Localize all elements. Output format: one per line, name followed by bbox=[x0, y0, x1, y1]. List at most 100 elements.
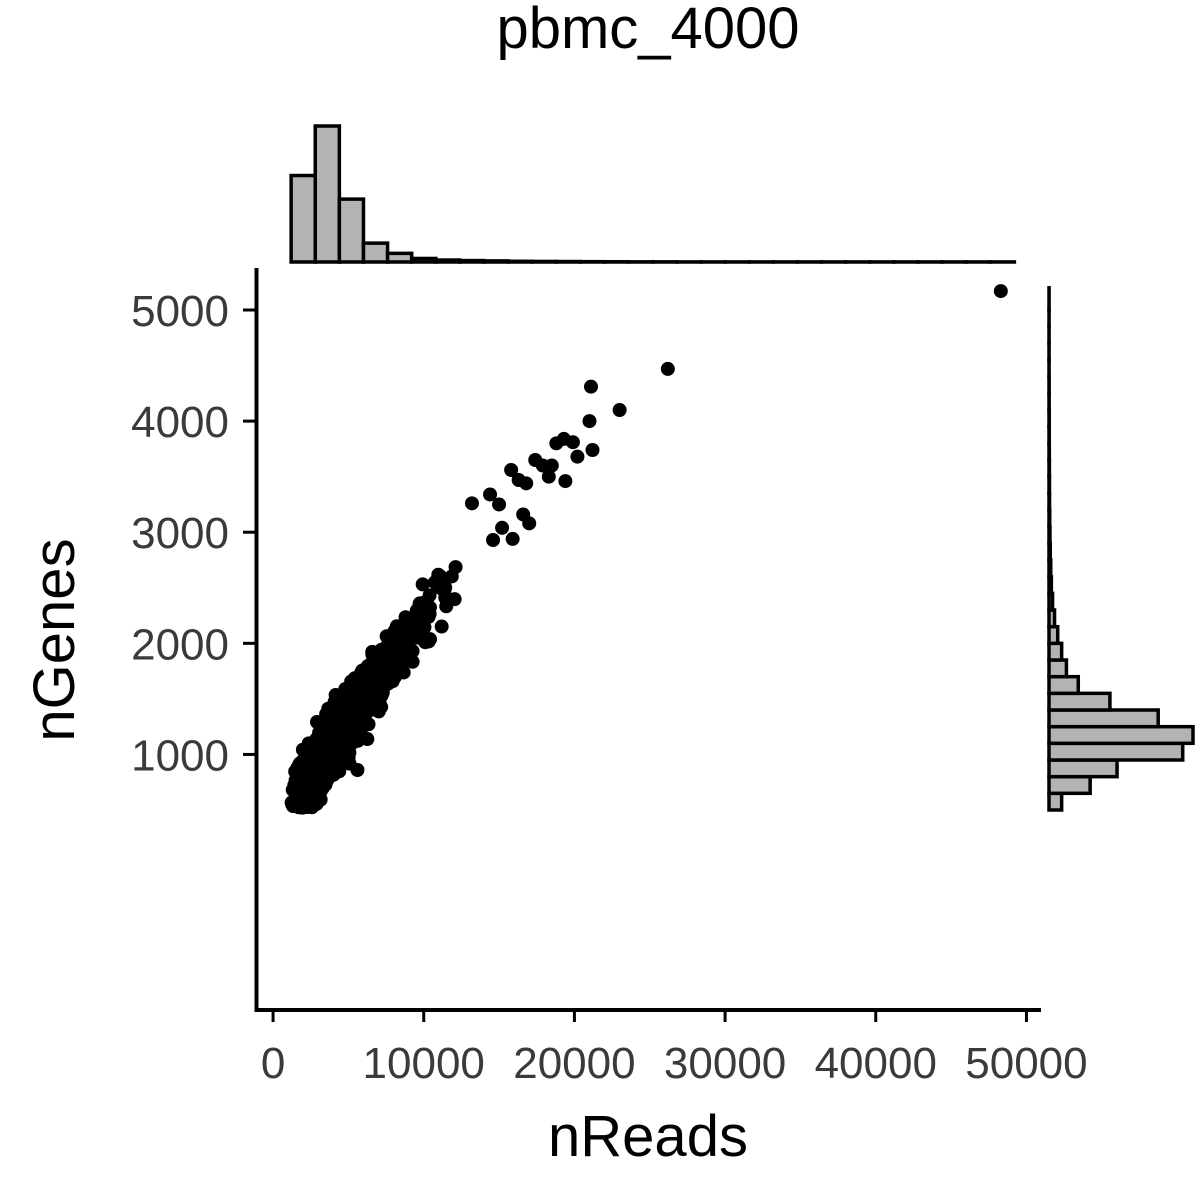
x-histogram-bar bbox=[337, 197, 366, 264]
y-tick-label: 4000 bbox=[131, 398, 229, 447]
chart-title: pbmc_4000 bbox=[496, 0, 799, 61]
scatter-point bbox=[585, 443, 600, 457]
scatter-point bbox=[309, 740, 324, 755]
x-histogram-bar bbox=[506, 259, 534, 264]
scatter-point bbox=[405, 654, 420, 669]
scatter-point bbox=[660, 361, 675, 376]
x-tick-label: 10000 bbox=[363, 1039, 485, 1088]
scatter-point bbox=[296, 777, 311, 792]
x-marginal-histogram bbox=[289, 124, 1017, 264]
y-histogram-bar bbox=[1047, 658, 1069, 679]
scatter-point bbox=[570, 449, 585, 464]
y-histogram-bar bbox=[1047, 608, 1057, 629]
x-tick-label: 50000 bbox=[965, 1039, 1087, 1088]
scatter-point bbox=[439, 599, 454, 614]
scatter-point bbox=[305, 761, 320, 776]
scatter-point bbox=[295, 742, 310, 757]
x-histogram-bar bbox=[458, 258, 486, 264]
y-tick-label: 2000 bbox=[131, 620, 229, 669]
x-histogram-bar bbox=[409, 256, 438, 264]
scatter-point bbox=[322, 759, 337, 774]
scatter-point bbox=[344, 700, 359, 715]
y-histogram-bar bbox=[1047, 541, 1053, 562]
scatter-point bbox=[332, 713, 347, 728]
scatter-point bbox=[522, 516, 537, 531]
scatter-point bbox=[505, 531, 520, 546]
scatter-point bbox=[504, 463, 519, 477]
scatter-point bbox=[434, 619, 449, 634]
scatter-point bbox=[492, 497, 507, 512]
x-axis-ticks: 0 10000 20000 30000 40000 50000 bbox=[261, 1010, 1088, 1088]
x-histogram-bar bbox=[434, 258, 462, 264]
scatter-point bbox=[423, 632, 438, 647]
scatter-point bbox=[558, 474, 573, 489]
scatter-point bbox=[612, 403, 627, 417]
y-histogram-bar bbox=[1047, 591, 1055, 612]
y-histogram-bar bbox=[1047, 791, 1064, 812]
scatter-point bbox=[541, 469, 556, 484]
y-histogram-bar bbox=[1047, 741, 1185, 762]
x-axis-title: nReads bbox=[548, 1104, 748, 1169]
scatter-point bbox=[393, 655, 408, 670]
scatter-point bbox=[296, 792, 311, 807]
scatter-point bbox=[410, 630, 425, 645]
y-histogram-bar bbox=[1047, 508, 1052, 529]
scatter-point bbox=[314, 725, 329, 740]
scatter-point bbox=[328, 727, 343, 742]
scatter-point bbox=[292, 759, 307, 774]
scatter-point bbox=[331, 746, 346, 761]
x-histogram-bar bbox=[289, 173, 318, 264]
scatter-point bbox=[519, 476, 534, 491]
scatter-point bbox=[483, 487, 498, 502]
scatter-point bbox=[495, 520, 510, 535]
scatter-point bbox=[993, 284, 1008, 299]
scatter-point bbox=[412, 610, 427, 625]
y-axis-ticks: 1000 2000 3000 4000 5000 bbox=[131, 287, 256, 780]
scatter-point bbox=[361, 671, 376, 686]
x-tick-label: 20000 bbox=[513, 1039, 635, 1088]
scatter-point bbox=[415, 595, 430, 610]
y-histogram-bar bbox=[1047, 758, 1119, 779]
scatter-point bbox=[583, 379, 598, 394]
y-histogram-bar bbox=[1047, 691, 1112, 712]
y-histogram-bar bbox=[1047, 524, 1052, 546]
x-histogram-bar bbox=[530, 259, 559, 264]
x-histogram-bar bbox=[313, 124, 342, 264]
y-histogram-bar bbox=[1047, 674, 1081, 696]
scatter-point bbox=[582, 414, 597, 429]
y-histogram-bar bbox=[1047, 641, 1064, 662]
scatter-point bbox=[382, 660, 397, 675]
scatter-point bbox=[544, 458, 559, 473]
y-histogram-bar bbox=[1047, 774, 1092, 796]
scatter-point bbox=[327, 694, 342, 709]
y-tick-label: 5000 bbox=[131, 287, 229, 336]
scatter-point bbox=[386, 634, 401, 649]
y-axis-title: nGenes bbox=[22, 538, 87, 741]
scatter-point bbox=[360, 732, 375, 747]
y-tick-label: 3000 bbox=[131, 509, 229, 558]
y-histogram-bar bbox=[1047, 574, 1054, 596]
scatter-point bbox=[415, 577, 430, 592]
y-tick-label: 1000 bbox=[131, 731, 229, 780]
scatter-point bbox=[565, 435, 580, 450]
x-histogram-bar bbox=[361, 241, 390, 264]
scatter-point bbox=[319, 707, 334, 722]
y-histogram-bar bbox=[1047, 724, 1195, 746]
y-histogram-bar bbox=[1047, 491, 1052, 512]
y-histogram-bar bbox=[1047, 624, 1060, 646]
scatter-points bbox=[284, 284, 1008, 815]
x-tick-label: 30000 bbox=[664, 1039, 786, 1088]
scatter-point bbox=[350, 763, 365, 777]
x-tick-label: 0 bbox=[261, 1039, 285, 1088]
x-histogram-bar bbox=[482, 259, 510, 264]
scatter-point bbox=[444, 569, 459, 584]
scatter-point bbox=[356, 682, 371, 697]
scatter-point bbox=[427, 575, 442, 590]
scatter-point bbox=[486, 533, 501, 547]
scatter-point bbox=[464, 496, 479, 511]
scatter-point bbox=[366, 650, 381, 665]
x-histogram-bar bbox=[385, 251, 414, 264]
y-marginal-histogram bbox=[1047, 286, 1195, 812]
y-histogram-bar bbox=[1047, 708, 1160, 729]
